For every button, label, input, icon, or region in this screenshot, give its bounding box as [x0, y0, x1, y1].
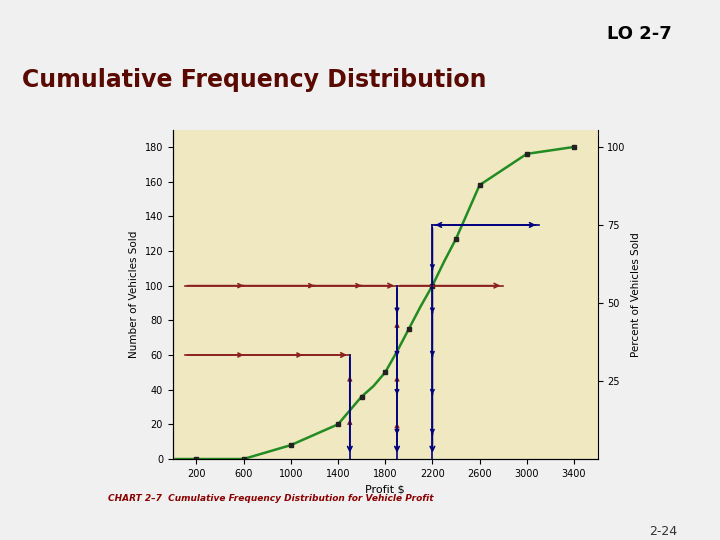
X-axis label: Profit $: Profit $	[365, 484, 405, 494]
Text: 2-24: 2-24	[649, 524, 677, 538]
Text: Cumulative Frequency Distribution: Cumulative Frequency Distribution	[22, 68, 486, 91]
Text: LO 2-7: LO 2-7	[607, 25, 671, 43]
Y-axis label: Percent of Vehicles Sold: Percent of Vehicles Sold	[631, 232, 642, 357]
Y-axis label: Number of Vehicles Sold: Number of Vehicles Sold	[129, 231, 139, 358]
Text: CHART 2–7  Cumulative Frequency Distribution for Vehicle Profit: CHART 2–7 Cumulative Frequency Distribut…	[108, 494, 433, 503]
